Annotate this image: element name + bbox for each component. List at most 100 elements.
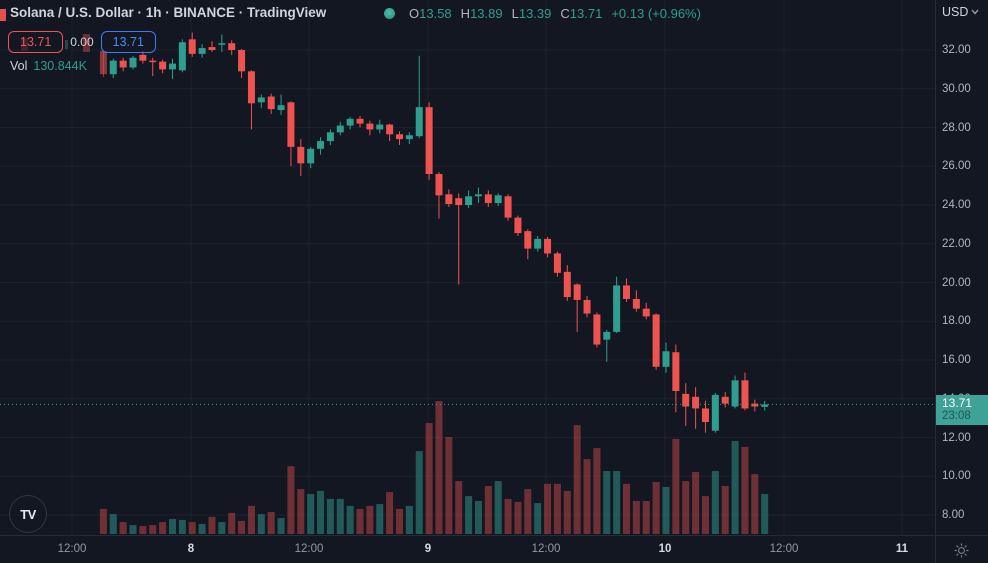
volume-bar: [297, 489, 305, 534]
price-tick: 20.00: [942, 276, 971, 289]
tradingview-logo-glyph: TV: [20, 506, 36, 522]
symbol-title[interactable]: Solana / U.S. Dollar · 1h · BINANCE · Tr…: [10, 5, 327, 20]
candle-body: [524, 231, 532, 249]
time-tick-hour: 12:00: [531, 543, 561, 555]
volume-bar: [504, 498, 512, 534]
time-tick-day: 8: [187, 543, 195, 555]
candle-body: [573, 284, 581, 300]
volume-bar: [198, 523, 206, 534]
volume-bar: [494, 481, 502, 534]
volume-bar: [415, 451, 423, 534]
volume-bar: [356, 508, 364, 534]
volume-legend: Vol 130.844K: [10, 59, 87, 73]
volume-bar: [277, 518, 285, 534]
candle-wick: [576, 283, 578, 332]
volume-bar: [238, 520, 246, 534]
volume-value: 130.844K: [33, 59, 87, 73]
volume-bar: [692, 471, 700, 534]
candle-body: [662, 351, 670, 367]
candle-body: [563, 271, 571, 298]
candle-body: [692, 396, 700, 409]
candle-body: [257, 97, 265, 103]
volume-bar: [336, 498, 344, 534]
candle-body: [751, 403, 759, 407]
candle-wick: [606, 329, 608, 362]
volume-bar: [465, 496, 473, 534]
volume-bar: [129, 525, 137, 534]
price-tick: 12.00: [942, 431, 971, 444]
volume-bar: [208, 516, 216, 534]
sell-price-button[interactable]: 13.71: [8, 31, 64, 53]
candle-body: [119, 60, 127, 68]
candle-body: [425, 107, 433, 174]
volume-bar: [544, 483, 552, 534]
volume-bar: [642, 500, 650, 534]
market-status-dot-icon[interactable]: [384, 8, 395, 19]
volume-bar: [159, 522, 167, 534]
price-tick: 24.00: [942, 199, 971, 211]
candle-body: [109, 60, 117, 75]
ohlc-readout: O13.58 H13.89 L13.39 C13.71 +0.13 (+0.96…: [409, 6, 701, 21]
candle-wick: [458, 193, 460, 285]
volume-bar: [267, 511, 275, 534]
current-price-value: 13.71: [942, 396, 973, 411]
candle-body: [642, 308, 650, 317]
candle-body: [711, 394, 719, 431]
candle-wick: [211, 41, 213, 52]
candle-body: [652, 314, 660, 367]
candle-body: [415, 107, 423, 137]
candle-body: [139, 54, 147, 61]
volume-bar: [484, 486, 492, 534]
volume-bar: [662, 486, 670, 534]
price-tick: 16.00: [942, 354, 971, 366]
current-price-label: 13.71 23:08: [936, 395, 988, 426]
tradingview-logo[interactable]: TV: [9, 495, 47, 533]
partial-candle: [0, 9, 6, 21]
candle-body: [682, 393, 690, 407]
volume-bar: [672, 438, 680, 534]
volume-bar: [386, 492, 394, 534]
volume-bar: [425, 423, 433, 534]
volume-bar: [613, 471, 621, 534]
volume-bar: [721, 486, 729, 534]
price-tick: 26.00: [942, 160, 971, 173]
candle-body: [366, 123, 374, 130]
bar-countdown: 23:08: [942, 410, 971, 423]
volume-bar: [445, 437, 453, 534]
gear-icon: [953, 542, 969, 558]
volume-bar: [228, 512, 236, 534]
candle-body: [307, 148, 315, 164]
price-axis[interactable]: USD 32.00 30.00 28.00 26.00 24.00 22.00 20.00 1…: [935, 0, 988, 535]
candle-body: [149, 60, 157, 63]
volume-bar: [149, 525, 157, 534]
candle-body: [267, 96, 275, 110]
currency-selector[interactable]: USD: [942, 5, 979, 19]
candle-body: [247, 71, 255, 104]
candle-body: [99, 50, 107, 75]
time-axis[interactable]: 12:00 8 12:00 9 12:00 10 12:00 11: [0, 535, 935, 563]
volume-bar: [287, 466, 295, 534]
volume-label: Vol: [10, 59, 28, 73]
volume-bar: [178, 519, 186, 534]
candle-body: [494, 195, 502, 204]
candle-body: [632, 298, 640, 309]
bid-ask-row: 13.71 0.00 13.71: [8, 31, 156, 53]
candle-body: [317, 141, 325, 149]
candle-body: [544, 238, 552, 254]
change-readout: +0.13 (+0.96%): [611, 6, 701, 21]
buy-price-button[interactable]: 13.71: [100, 31, 156, 53]
candle-body: [238, 50, 246, 72]
volume-bar: [257, 514, 265, 534]
chart-settings-button[interactable]: [950, 539, 972, 561]
candle-body: [465, 196, 473, 205]
spread-value: 0.00: [70, 35, 94, 49]
candle-body: [741, 380, 749, 409]
candle-body: [396, 134, 403, 140]
candle-body: [277, 105, 285, 111]
partial-candle: [65, 40, 68, 49]
low-readout: L13.39: [511, 6, 552, 21]
volume-bar: [682, 481, 690, 534]
volume-bar: [553, 483, 561, 534]
